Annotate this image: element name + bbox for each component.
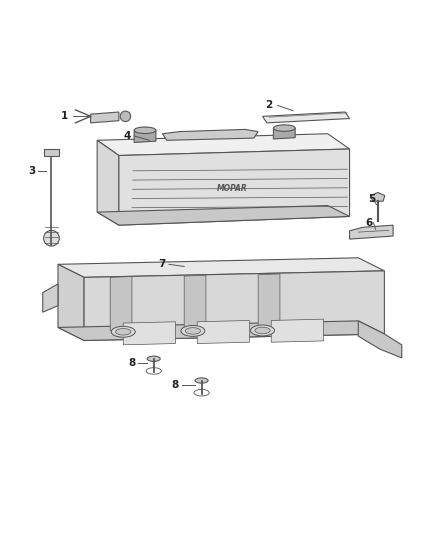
Polygon shape xyxy=(350,225,393,239)
Ellipse shape xyxy=(134,127,156,134)
Polygon shape xyxy=(119,149,350,225)
Polygon shape xyxy=(271,319,323,342)
Ellipse shape xyxy=(147,356,160,361)
Ellipse shape xyxy=(255,327,270,334)
Text: MOPAR: MOPAR xyxy=(217,184,247,192)
Polygon shape xyxy=(43,284,58,312)
Text: 2: 2 xyxy=(265,100,273,110)
Polygon shape xyxy=(358,321,402,358)
Polygon shape xyxy=(371,192,385,201)
Text: 3: 3 xyxy=(28,166,35,176)
Text: 8: 8 xyxy=(172,380,179,390)
Polygon shape xyxy=(262,112,350,123)
Polygon shape xyxy=(110,277,132,330)
Polygon shape xyxy=(58,258,385,277)
Polygon shape xyxy=(97,134,350,156)
Polygon shape xyxy=(162,130,258,140)
Ellipse shape xyxy=(181,326,205,336)
Ellipse shape xyxy=(185,328,201,334)
Text: 7: 7 xyxy=(159,260,166,269)
Polygon shape xyxy=(58,321,385,341)
Polygon shape xyxy=(58,264,84,341)
Polygon shape xyxy=(134,130,156,142)
Polygon shape xyxy=(84,271,385,341)
Polygon shape xyxy=(197,320,250,344)
Ellipse shape xyxy=(195,378,208,383)
Text: 4: 4 xyxy=(124,131,131,141)
Text: 5: 5 xyxy=(368,194,375,204)
Ellipse shape xyxy=(116,328,131,335)
Polygon shape xyxy=(44,149,59,156)
Circle shape xyxy=(120,111,131,122)
Polygon shape xyxy=(258,274,280,328)
Polygon shape xyxy=(273,128,295,139)
Ellipse shape xyxy=(273,125,295,131)
Ellipse shape xyxy=(111,326,135,337)
Polygon shape xyxy=(97,140,119,225)
Polygon shape xyxy=(123,322,176,345)
Ellipse shape xyxy=(251,325,275,336)
Polygon shape xyxy=(184,275,206,329)
Circle shape xyxy=(44,230,59,246)
Text: 8: 8 xyxy=(128,358,136,368)
Polygon shape xyxy=(91,112,119,123)
Polygon shape xyxy=(97,206,350,225)
Text: 6: 6 xyxy=(366,218,373,228)
Text: 1: 1 xyxy=(61,111,68,122)
